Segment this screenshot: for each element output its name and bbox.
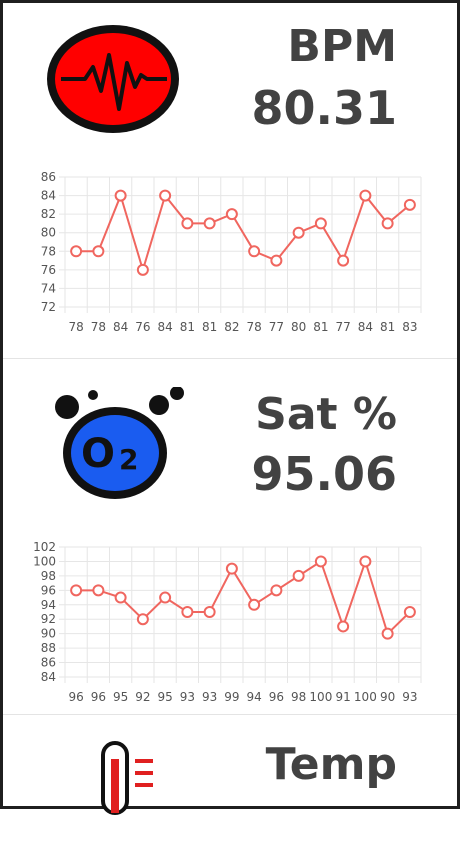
chart-1-y-tick: 84 bbox=[41, 670, 56, 684]
chart-1-x-tick: 96 bbox=[269, 690, 284, 704]
chart-0-x-tick: 78 bbox=[246, 320, 261, 334]
chart-1-data-point bbox=[159, 591, 172, 604]
chart-1-data-point bbox=[292, 569, 305, 582]
chart-0-x-tick: 81 bbox=[180, 320, 195, 334]
chart-0-data-point bbox=[403, 198, 416, 211]
chart-0-data-point bbox=[337, 254, 350, 267]
chart-0-data-point bbox=[114, 189, 127, 202]
chart-0-data-point bbox=[92, 245, 105, 258]
chart-0-data-point bbox=[270, 254, 283, 267]
chart-0-x-tick: 77 bbox=[335, 320, 350, 334]
chart-1-x-tick: 98 bbox=[291, 690, 306, 704]
chart-1-x-tick: 96 bbox=[68, 690, 83, 704]
oxygen-icon: O 2 bbox=[43, 386, 203, 511]
heartbeat-icon bbox=[43, 17, 203, 141]
chart-0-y-tick: 72 bbox=[41, 300, 56, 314]
chart-0-y-tick: 86 bbox=[41, 170, 56, 184]
svg-text:O: O bbox=[81, 431, 115, 477]
svg-text:2: 2 bbox=[119, 443, 138, 476]
chart-1-y-tick: 100 bbox=[33, 554, 56, 568]
chart-0-x-tick: 80 bbox=[291, 320, 306, 334]
saturation-title: Sat % bbox=[255, 389, 397, 440]
chart-0-y-tick: 82 bbox=[41, 207, 56, 221]
chart-0-x-tick: 84 bbox=[113, 320, 128, 334]
chart-0-data-point bbox=[381, 217, 394, 230]
chart-1-data-point bbox=[359, 555, 372, 568]
saturation-card: O 2 Sat % 95.06 102 100 98 96 94 92 90 88 86 84 96… bbox=[3, 359, 457, 715]
chart-0-data-point bbox=[181, 217, 194, 230]
chart-0-data-point bbox=[203, 217, 216, 230]
chart-0-series-line bbox=[76, 192, 411, 274]
chart-1-x-tick: 99 bbox=[224, 690, 239, 704]
chart-0-x-tick: 77 bbox=[269, 320, 284, 334]
temperature-title: Temp bbox=[265, 739, 397, 790]
chart-0-x-tick: 81 bbox=[380, 320, 395, 334]
chart-1-x-tick: 100 bbox=[354, 690, 377, 704]
chart-1-x-tick: 92 bbox=[135, 690, 150, 704]
chart-0-x-tick: 78 bbox=[91, 320, 106, 334]
chart-0-x-tick: 82 bbox=[224, 320, 239, 334]
chart-0-x-tick: 76 bbox=[135, 320, 150, 334]
chart-0-y-tick: 78 bbox=[41, 244, 56, 258]
chart-0-data-point bbox=[314, 217, 327, 230]
chart-1-x-tick: 90 bbox=[380, 690, 395, 704]
chart-0-x-tick: 84 bbox=[358, 320, 373, 334]
chart-1-data-point bbox=[403, 606, 416, 618]
chart-1-x-tick: 91 bbox=[335, 690, 350, 704]
chart-1-data-point bbox=[225, 562, 238, 575]
chart-0-y-tick: 80 bbox=[41, 226, 56, 240]
chart-1-data-point bbox=[181, 606, 194, 618]
chart-0-data-point bbox=[136, 263, 149, 276]
chart-1-x-tick: 93 bbox=[402, 690, 417, 704]
chart-0-data-point bbox=[292, 226, 305, 239]
chart-0-x-tick: 81 bbox=[202, 320, 217, 334]
chart-0-y-tick: 74 bbox=[41, 281, 56, 295]
chart-0-data-point bbox=[248, 245, 261, 258]
chart-0-data-point bbox=[159, 189, 172, 202]
chart-0-x-tick: 84 bbox=[157, 320, 172, 334]
thermometer-icon bbox=[43, 737, 203, 861]
chart-0-y-tick: 76 bbox=[41, 263, 56, 277]
chart-1-y-tick: 102 bbox=[33, 540, 56, 554]
bpm-value: 80.31 bbox=[251, 81, 397, 135]
chart-1-y-tick: 94 bbox=[41, 598, 56, 612]
chart-1-y-tick: 86 bbox=[41, 656, 56, 670]
chart-0-data-point bbox=[359, 189, 372, 202]
chart-1-x-tick: 93 bbox=[202, 690, 217, 704]
chart-1-x-tick: 94 bbox=[246, 690, 261, 704]
chart-0-data-point bbox=[70, 245, 83, 258]
chart-1-data-point bbox=[314, 555, 327, 568]
chart-1-y-tick: 88 bbox=[41, 641, 56, 655]
chart-1-data-point bbox=[70, 584, 83, 597]
chart-0-data-point bbox=[225, 208, 238, 221]
chart-0-x-tick: 81 bbox=[313, 320, 328, 334]
chart-1-data-point bbox=[136, 613, 149, 626]
chart-1-y-tick: 98 bbox=[41, 569, 56, 583]
chart-1-data-point bbox=[203, 606, 216, 618]
chart-1-x-tick: 95 bbox=[113, 690, 128, 704]
chart-0-y-tick: 84 bbox=[41, 189, 56, 203]
chart-1-data-point bbox=[270, 584, 283, 597]
chart-1-x-tick: 100 bbox=[309, 690, 332, 704]
chart-1-x-tick: 93 bbox=[180, 690, 195, 704]
bpm-line-chart: 86 84 82 80 78 76 74 72 78 78 84 76 84 81 81 82 78 77 80 81… bbox=[41, 170, 422, 334]
chart-1-y-tick: 92 bbox=[41, 612, 56, 626]
chart-1-data-point bbox=[114, 591, 127, 604]
chart-1-y-tick: 96 bbox=[41, 583, 56, 597]
chart-1-data-point bbox=[92, 584, 105, 597]
chart-1-data-point bbox=[248, 598, 261, 611]
chart-0-x-tick: 83 bbox=[402, 320, 417, 334]
bpm-card: BPM 80.31 86 84 82 80 78 76 74 72 78 78 84 76 84 81 81… bbox=[3, 3, 457, 359]
chart-0-x-tick: 78 bbox=[68, 320, 83, 334]
chart-1-x-tick: 95 bbox=[157, 690, 172, 704]
chart-1-y-tick: 90 bbox=[41, 627, 56, 641]
chart-1-data-point bbox=[337, 620, 350, 633]
chart-1-data-point bbox=[381, 627, 394, 640]
bpm-title: BPM bbox=[287, 21, 397, 72]
saturation-value: 95.06 bbox=[251, 447, 397, 501]
chart-1-x-tick: 96 bbox=[91, 690, 106, 704]
chart-1-series-line bbox=[76, 558, 411, 636]
